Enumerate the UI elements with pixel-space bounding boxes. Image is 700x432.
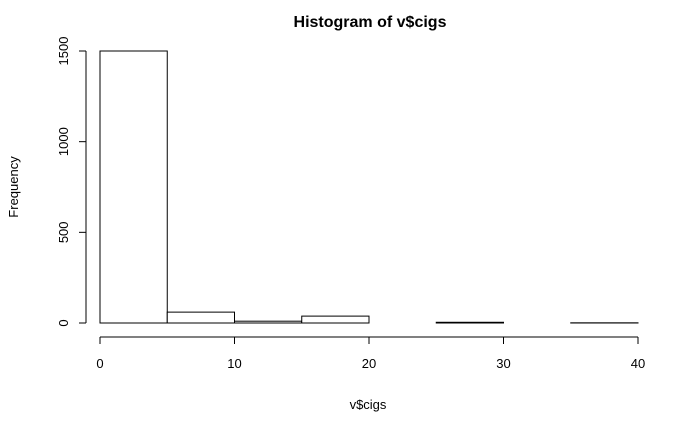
x-tick-label: 20: [362, 356, 376, 371]
histogram-bar-2: [234, 320, 303, 324]
x-tick-label: 10: [227, 356, 241, 371]
x-tick-label: 0: [96, 356, 103, 371]
y-axis-ticks: 0 500 1000 1500: [56, 37, 86, 327]
y-tick-label: 1500: [56, 37, 71, 66]
histogram-bar-1: [166, 311, 235, 324]
chart-title: Histogram of v$cigs: [294, 14, 447, 31]
x-tick-label: 40: [631, 356, 645, 371]
x-tick-label: 30: [496, 356, 510, 371]
x-axis-ticks: 0 10 20 30 40: [96, 337, 645, 371]
y-axis-label: Frequency: [6, 156, 21, 218]
y-tick-label: 500: [56, 221, 71, 243]
histogram-bar-3: [301, 315, 370, 324]
histogram-bar-0: [99, 50, 168, 324]
histogram-bars: [99, 50, 639, 324]
histogram-bar-5: [435, 321, 504, 324]
y-tick-label: 0: [56, 319, 71, 326]
x-axis-label: v$cigs: [350, 397, 387, 412]
y-tick-label: 1000: [56, 127, 71, 156]
